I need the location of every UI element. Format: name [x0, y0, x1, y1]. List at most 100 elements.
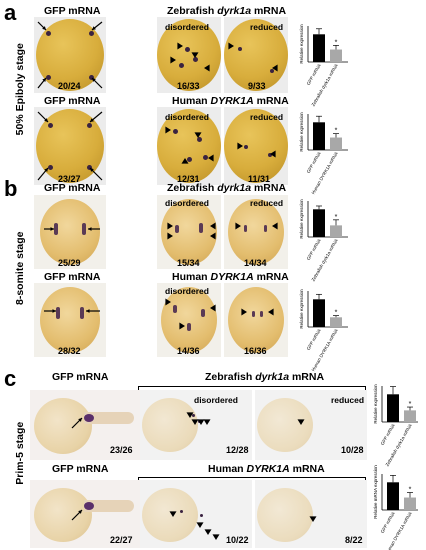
panel-letter-a: a [4, 0, 17, 25]
count-a1-control: 20/24 [58, 81, 81, 91]
significance-mark-1: * [335, 214, 338, 221]
y-axis-label: Relative expression [373, 384, 378, 424]
arrowhead-icon [268, 308, 274, 316]
arrow-head [52, 309, 56, 313]
arrowhead-icon [212, 534, 220, 540]
arrowhead-icon [194, 132, 202, 138]
image-b1-disordered: disordered 15/34 [157, 195, 221, 269]
bar-0 [313, 299, 325, 327]
row-a1-control-header: GFP mRNA [44, 5, 101, 17]
arrowhead-icon [241, 308, 247, 316]
image-c2-control: 22/27 [30, 480, 140, 548]
arrow-head [90, 118, 94, 122]
sub-b1-reduced: reduced [250, 198, 284, 208]
bar-0 [313, 122, 325, 150]
arrowhead-icon [167, 232, 173, 240]
image-a1-reduced: reduced 9/33 [224, 17, 288, 93]
arrowhead-icon [197, 419, 205, 425]
arrow-head [88, 227, 92, 231]
image-b2-disordered: disordered 14/36 [157, 283, 221, 357]
arrowhead-icon [204, 64, 210, 72]
image-c1-reduced: reduced 10/28 [255, 390, 367, 460]
arrowhead-icon [165, 298, 171, 306]
image-b2-control: 28/32 [34, 283, 106, 357]
count-b1-control: 25/29 [58, 258, 81, 268]
image-a1-disordered: disordered 16/33 [157, 17, 221, 93]
row-a2-treatment-header: Human DYRK1A mRNA [172, 95, 289, 107]
image-c2-disordered: 10/22 [140, 480, 252, 548]
arrow-head [78, 510, 82, 514]
count-b1-disordered: 15/34 [177, 258, 200, 268]
bracket-c2 [138, 477, 366, 482]
count-c1-reduced: 10/28 [341, 445, 364, 455]
sub-a1-disordered: disordered [165, 22, 209, 32]
sub-a2-reduced: reduced [250, 112, 284, 122]
count-c2-reduced: 8/22 [345, 535, 363, 545]
row-c1-treatment-header: Zebrafish dyrk1a mRNA [205, 371, 325, 383]
count-b1-reduced: 14/34 [244, 258, 267, 268]
bar-0 [387, 394, 399, 422]
arrowhead-icon [165, 126, 171, 134]
image-b2-reduced: 16/36 [224, 283, 288, 357]
y-axis-label: Relative expression [299, 199, 304, 239]
row-b2-treatment-header: Human DYRK1A mRNA [172, 271, 289, 283]
arrow-head [44, 118, 48, 122]
image-c2-reduced: 8/22 [255, 480, 367, 548]
arrowhead-icon [179, 322, 185, 330]
panel-letter-b: b [4, 176, 18, 201]
count-c2-disordered: 10/22 [226, 535, 249, 545]
sub-c1-reduced: reduced [331, 395, 365, 405]
y-axis-label: Relative expression [299, 289, 304, 329]
arrowhead-icon [210, 232, 216, 240]
arrowhead-icon [196, 522, 204, 528]
count-b2-control: 28/32 [58, 346, 81, 356]
sub-a1-reduced: reduced [250, 22, 284, 32]
sub-a2-disordered: disordered [165, 112, 209, 122]
row-b1-treatment-header: Zebrafish dyrk1a mRNA [167, 182, 287, 194]
bar-0 [313, 34, 325, 62]
arrowhead-icon [167, 222, 173, 230]
count-a2-reduced: 11/31 [248, 174, 271, 184]
sub-b1-disordered: disordered [165, 198, 209, 208]
row-c1-control-header: GFP mRNA [52, 371, 109, 383]
arrowhead-icon [228, 42, 234, 50]
bar-1 [330, 137, 342, 150]
count-c2-control: 22/27 [110, 535, 133, 545]
arrowhead-icon [272, 222, 278, 230]
arrowhead-icon [177, 42, 183, 50]
arrowhead-icon [204, 529, 212, 535]
significance-mark-1: * [335, 310, 338, 317]
arrowhead-icon [235, 222, 241, 230]
arrowhead-icon [237, 142, 243, 150]
bar-1 [330, 225, 342, 237]
y-axis-label: Relative expression [299, 24, 304, 64]
arrow-head [92, 26, 96, 30]
arrowhead-icon [191, 419, 199, 425]
sub-b2-disordered: disordered [165, 286, 209, 296]
row-a1-treatment-header: Zebrafish dyrk1a mRNA [167, 5, 287, 17]
significance-mark-1: * [409, 487, 412, 494]
image-b1-control: 25/29 [34, 195, 106, 269]
count-a1-disordered: 16/33 [177, 81, 200, 91]
arrowhead-icon [186, 412, 194, 418]
count-c1-disordered: 12/28 [226, 445, 249, 455]
bracket-c1 [138, 386, 366, 391]
count-a2-disordered: 12/31 [177, 174, 200, 184]
row-a2-control-header: GFP mRNA [44, 95, 101, 107]
arrow-head [92, 78, 96, 82]
arrowhead-icon [170, 56, 176, 64]
count-a2-control: 23/27 [58, 174, 81, 184]
arrowhead-icon [210, 222, 216, 230]
arrowhead-icon [210, 304, 216, 312]
arrowhead-icon [309, 516, 317, 522]
row-c2-control-header: GFP mRNA [52, 463, 109, 475]
significance-mark-1: * [335, 39, 338, 46]
sub-c1-disordered: disordered [194, 395, 238, 405]
bar-0 [313, 209, 325, 237]
bar-1 [330, 317, 342, 327]
count-b2-disordered: 14/36 [177, 346, 200, 356]
count-a1-reduced: 9/33 [248, 81, 266, 91]
arrowhead-icon [270, 150, 276, 158]
